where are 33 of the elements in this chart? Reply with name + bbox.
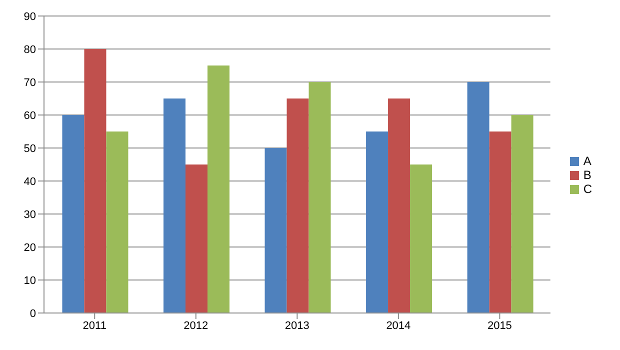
y-tick-label: 80 <box>24 44 36 56</box>
bar <box>308 82 331 313</box>
bar <box>106 132 128 313</box>
x-tick-label: 2014 <box>386 320 411 332</box>
bar <box>410 164 432 313</box>
bar <box>62 115 84 313</box>
y-tick-label: 30 <box>24 208 36 221</box>
y-tick-label: 70 <box>24 76 36 89</box>
x-tick-label: 2012 <box>184 320 208 332</box>
y-tick-label: 50 <box>24 142 36 155</box>
bar <box>163 98 186 313</box>
bar <box>467 82 490 313</box>
legend-label: B <box>583 168 592 182</box>
legend-label: A <box>583 154 592 168</box>
y-tick-label: 20 <box>24 242 36 254</box>
y-tick-label: 90 <box>24 10 36 23</box>
x-tick-label: 2015 <box>487 320 512 332</box>
x-tick-label: 2013 <box>284 320 310 332</box>
bar <box>489 132 512 313</box>
legend-label: C <box>583 182 592 196</box>
y-tick-label: 60 <box>24 110 36 122</box>
bar <box>185 164 208 313</box>
bar <box>511 115 534 313</box>
x-tick-label: 2011 <box>82 320 106 332</box>
bar <box>366 132 388 313</box>
y-tick-label: 10 <box>24 274 36 287</box>
bar <box>286 98 309 313</box>
y-tick-label: 0 <box>30 308 36 320</box>
bar <box>388 98 410 313</box>
bar <box>84 49 106 313</box>
y-tick-label: 40 <box>24 176 36 188</box>
bar <box>207 66 230 313</box>
bar <box>264 148 287 313</box>
